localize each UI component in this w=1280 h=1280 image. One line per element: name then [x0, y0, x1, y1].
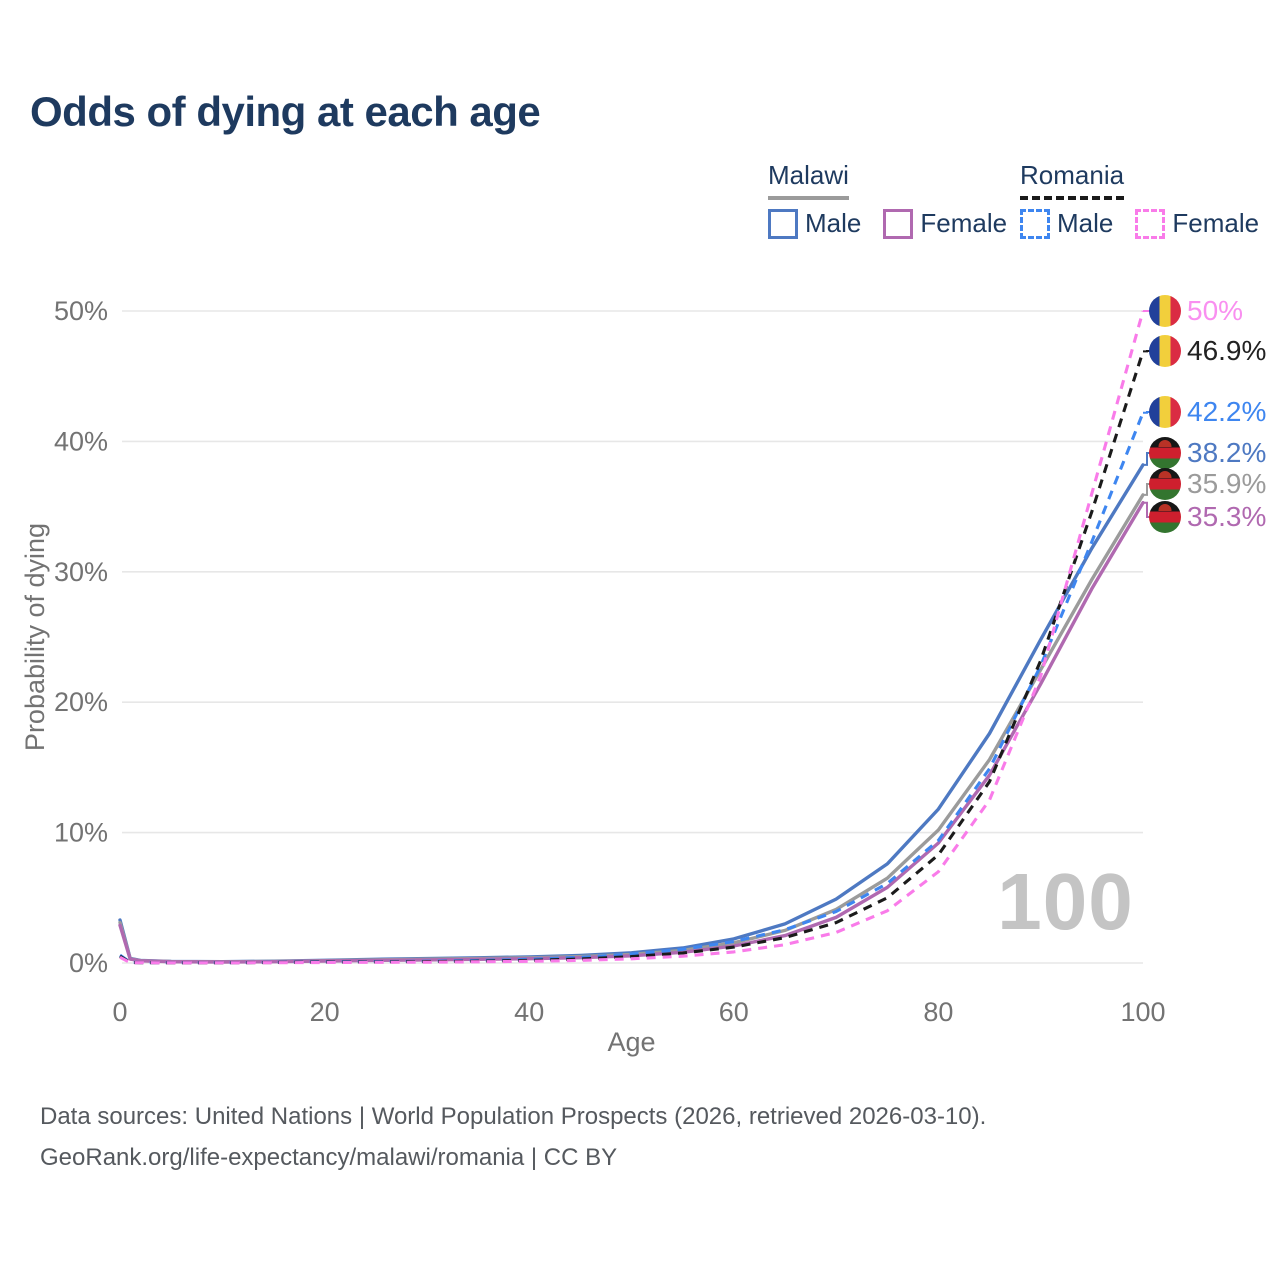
- legend-item-malawi-female[interactable]: Female: [883, 208, 1007, 239]
- end-value-malawi-male: 38.2%: [1187, 437, 1267, 468]
- end-label-romania-total: 46.9%: [1149, 335, 1266, 367]
- legend-item-malawi-male[interactable]: Male: [768, 208, 861, 239]
- svg-text:50%: 50%: [54, 296, 108, 326]
- end-value-romania-female: 50%: [1187, 295, 1244, 326]
- legend-items-malawi: Male Female: [768, 208, 1029, 239]
- svg-text:Probability of dying: Probability of dying: [20, 523, 50, 751]
- end-label-malawi-male: 38.2%: [1149, 437, 1266, 469]
- svg-text:0: 0: [112, 997, 127, 1027]
- legend-item-romania-female[interactable]: Female: [1135, 208, 1259, 239]
- svg-text:20: 20: [310, 997, 340, 1027]
- legend-country-romania[interactable]: Romania: [1020, 160, 1125, 200]
- romania-flag-icon: [1149, 396, 1181, 428]
- svg-text:20%: 20%: [54, 687, 108, 717]
- page-title: Odds of dying at each age: [30, 88, 541, 135]
- watermark-max-age: 100: [997, 857, 1134, 946]
- romania-flag-icon: [1149, 335, 1181, 367]
- svg-text:30%: 30%: [54, 557, 108, 587]
- end-label-romania-male: 42.2%: [1149, 396, 1266, 428]
- svg-text:60: 60: [719, 997, 749, 1027]
- malawi-flag-icon: [1149, 468, 1181, 500]
- svg-text:80: 80: [923, 997, 953, 1027]
- malawi-flag-icon: [1149, 437, 1181, 469]
- svg-text:40: 40: [514, 997, 544, 1027]
- romania-male-swatch-icon: [1020, 208, 1050, 239]
- end-value-malawi-total: 35.9%: [1187, 468, 1267, 499]
- legend-item-romania-male[interactable]: Male: [1020, 208, 1113, 239]
- svg-text:100: 100: [1120, 997, 1165, 1027]
- end-label-malawi-female: 35.3%: [1149, 501, 1266, 533]
- legend-label-malawi-female: Female: [920, 208, 1008, 238]
- legend-items-romania: Male Female: [1020, 208, 1280, 239]
- romania-flag-icon: [1149, 295, 1181, 327]
- end-value-malawi-female: 35.3%: [1187, 501, 1267, 532]
- legend-label-malawi-male: Male: [805, 208, 862, 238]
- legend-group-malawi: Malawi Male Female: [768, 160, 1029, 239]
- svg-text:10%: 10%: [54, 818, 108, 848]
- legend-label-romania-female: Female: [1172, 208, 1260, 238]
- malawi-female-swatch-icon: [883, 208, 914, 239]
- malawi-male-swatch-icon: [768, 208, 798, 239]
- end-value-romania-total: 46.9%: [1187, 335, 1267, 366]
- end-value-romania-male: 42.2%: [1187, 396, 1267, 427]
- svg-text:Age: Age: [607, 1027, 655, 1057]
- romania-female-swatch-icon: [1135, 208, 1166, 239]
- legend-group-romania: Romania Male Female: [1020, 160, 1280, 239]
- footer: Data sources: United Nations | World Pop…: [40, 1096, 986, 1178]
- svg-text:40%: 40%: [54, 426, 108, 456]
- end-label-malawi-total: 35.9%: [1149, 468, 1266, 500]
- svg-text:0%: 0%: [69, 948, 108, 978]
- legend-country-malawi[interactable]: Malawi: [768, 160, 849, 200]
- malawi-flag-icon: [1149, 501, 1181, 533]
- footer-attribution: GeoRank.org/life-expectancy/malawi/roman…: [40, 1144, 618, 1171]
- footer-data-sources: Data sources: United Nations | World Pop…: [40, 1103, 987, 1130]
- legend-label-romania-male: Male: [1057, 208, 1114, 238]
- end-label-romania-female: 50%: [1149, 295, 1243, 327]
